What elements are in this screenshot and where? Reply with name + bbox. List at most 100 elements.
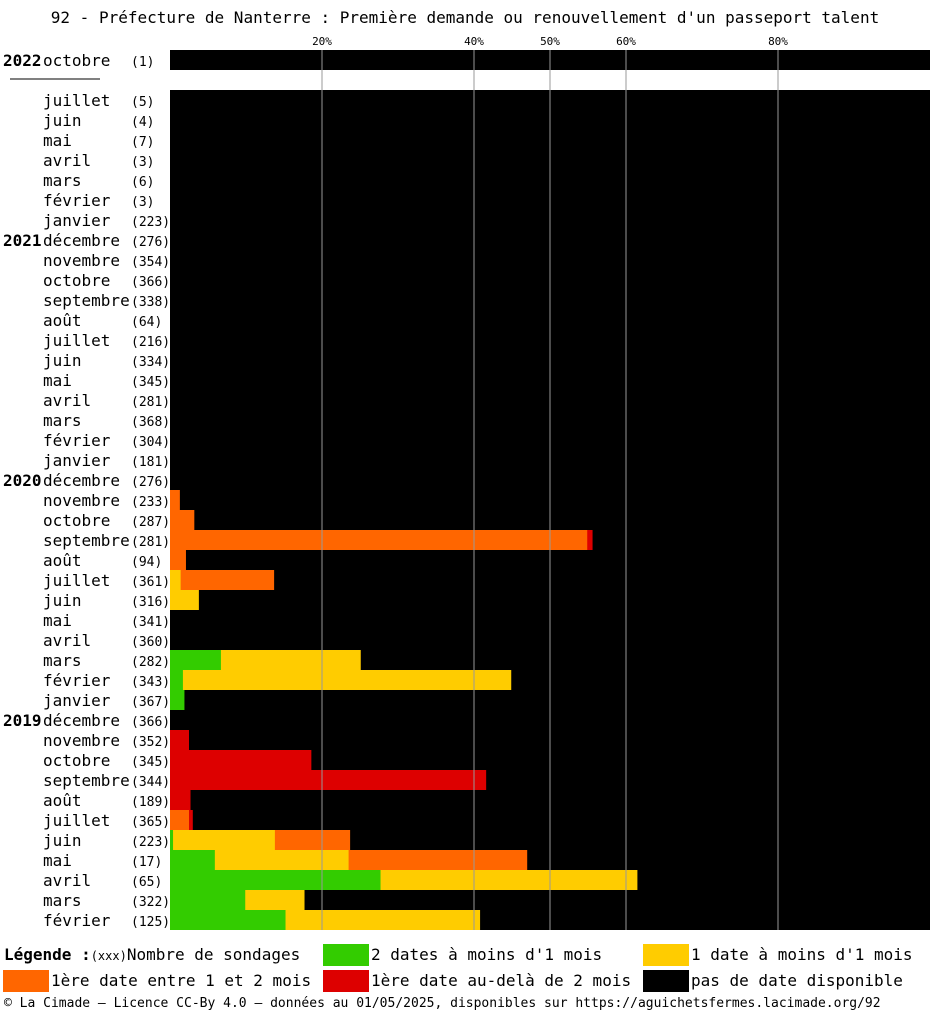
bar-segment-yellow — [170, 590, 200, 610]
legend-count-label: Nombre de sondages — [126, 945, 301, 964]
legend-swatch-yellow — [643, 944, 689, 966]
stacked-bar-chart: 2022 octobre (1)juillet (5)juin (4)mai (7)avr… — [3, 35, 930, 930]
bar-segment-red — [170, 750, 312, 770]
month-label: avril — [43, 631, 91, 650]
count-label: (341) — [131, 615, 170, 630]
month-label: septembre — [43, 531, 130, 550]
month-label: juillet — [43, 571, 110, 590]
month-label: janvier — [43, 691, 111, 710]
month-label: juin — [43, 351, 82, 370]
count-label: (4) — [131, 115, 154, 130]
bar-segment-black — [360, 650, 930, 670]
x-tick-label: 20% — [312, 35, 332, 48]
count-label: (367) — [131, 695, 170, 710]
month-label: avril — [43, 151, 91, 170]
month-label: juillet — [43, 331, 110, 350]
count-label: (352) — [131, 735, 170, 750]
bar-segment-black — [185, 550, 930, 570]
month-label: février — [43, 431, 111, 450]
legend-label-green: 2 dates à moins d'1 mois — [371, 945, 603, 964]
count-label: (94) — [131, 555, 162, 570]
legend-count-note: (xxx) — [90, 949, 127, 963]
bar-segment-yellow — [245, 890, 306, 910]
month-label: mars — [43, 171, 82, 190]
legend-label-yellow: 1 date à moins d'1 mois — [691, 945, 913, 964]
bar-segment-black — [274, 570, 930, 590]
bar-segment-red — [170, 770, 487, 790]
bar-segment-yellow — [285, 910, 481, 930]
month-label: janvier — [43, 451, 111, 470]
bar-segment-black — [486, 770, 930, 790]
count-label: (343) — [131, 675, 170, 690]
bar-segment-orange — [170, 530, 588, 550]
legend-label-black: pas de date disponible — [691, 971, 903, 990]
bar-segment-green — [170, 830, 174, 850]
bar-segment-orange — [180, 570, 275, 590]
bar-segment-green — [170, 670, 184, 690]
legend: Légende :(xxx)Nombre de sondages 2 dates… — [0, 944, 930, 992]
count-label: (125) — [131, 915, 170, 930]
month-label: mai — [43, 611, 72, 630]
count-label: (361) — [131, 575, 170, 590]
month-label: janvier — [43, 211, 111, 230]
count-label: (276) — [131, 475, 170, 490]
count-label: (64) — [131, 315, 162, 330]
bar-segment-orange — [170, 490, 181, 510]
month-label: février — [43, 671, 111, 690]
month-label: avril — [43, 871, 91, 890]
month-label: mars — [43, 891, 82, 910]
month-label: août — [43, 551, 82, 570]
bar-segment-green — [170, 850, 216, 870]
legend-swatch-green — [323, 944, 369, 966]
legend-heading: Légende :(xxx)Nombre de sondages — [4, 944, 300, 966]
bar-segment-black — [311, 750, 930, 770]
year-label: 2021 — [3, 231, 42, 250]
bar-segment-black — [592, 530, 930, 550]
bar-segment-black — [637, 870, 930, 890]
footer-credits: © La Cimade — Licence CC-By 4.0 — donnée… — [4, 996, 881, 1011]
bar-segment-black — [192, 810, 930, 830]
bar-segment-black — [511, 670, 930, 690]
bar-segment-black — [194, 510, 930, 530]
count-label: (3) — [131, 195, 154, 210]
count-label: (7) — [131, 135, 154, 150]
bar-segment-yellow — [182, 670, 512, 690]
count-label: (6) — [131, 175, 154, 190]
legend-swatch-orange — [3, 970, 49, 992]
count-label: (345) — [131, 375, 170, 390]
month-label: mai — [43, 371, 72, 390]
bar-segment-green — [170, 650, 222, 670]
month-label: août — [43, 791, 82, 810]
legend-label-red: 1ère date au-delà de 2 mois — [371, 971, 632, 990]
month-label: septembre — [43, 771, 130, 790]
chart-title: 92 - Préfecture de Nanterre : Première d… — [50, 8, 880, 27]
count-label: (216) — [131, 335, 170, 350]
count-label: (368) — [131, 415, 170, 430]
legend-label-orange: 1ère date entre 1 et 2 mois — [51, 971, 312, 990]
month-label: décembre — [43, 231, 120, 250]
count-label: (366) — [131, 275, 170, 290]
bar-segment-green — [170, 910, 287, 930]
bar-segment-black — [527, 850, 930, 870]
count-label: (345) — [131, 755, 170, 770]
month-label: février — [43, 191, 111, 210]
bar-segment-yellow — [170, 570, 182, 590]
bar-segment-orange — [170, 510, 195, 530]
count-label: (344) — [131, 775, 170, 790]
month-label: mars — [43, 651, 82, 670]
count-label: (338) — [131, 295, 170, 310]
month-label: avril — [43, 391, 91, 410]
x-tick-label: 60% — [616, 35, 636, 48]
month-label: mai — [43, 851, 72, 870]
year-label: 2020 — [3, 471, 42, 490]
bar-segment-orange — [170, 550, 187, 570]
count-label: (3) — [131, 155, 154, 170]
bar-segment-yellow — [380, 870, 638, 890]
count-label: (334) — [131, 355, 170, 370]
count-label: (17) — [131, 855, 162, 870]
month-label: juin — [43, 591, 82, 610]
count-label: (322) — [131, 895, 170, 910]
x-tick-label: 50% — [540, 35, 560, 48]
count-label: (281) — [131, 395, 170, 410]
legend-swatch-black — [643, 970, 689, 992]
